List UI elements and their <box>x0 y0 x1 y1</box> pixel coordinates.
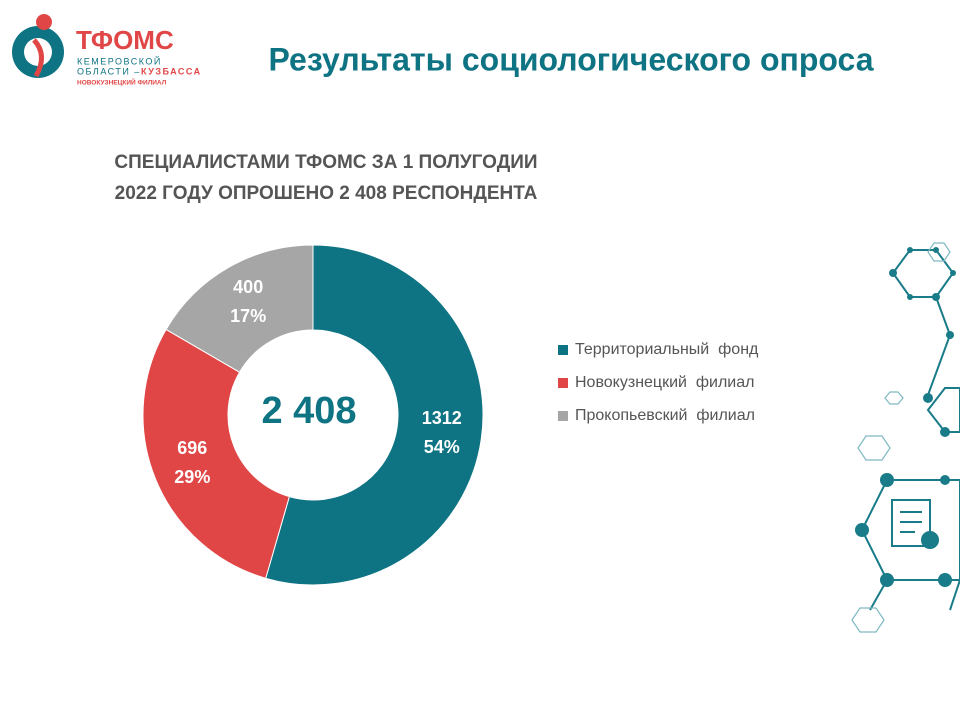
legend-label: Новокузнецкий филиал <box>575 374 754 391</box>
donut-chart: 1312 54% 696 29% 400 17% Территориальный фонд Н… <box>142 244 759 586</box>
logo-text: ОБЛАСТИ – <box>77 66 141 76</box>
donut-slice <box>265 244 484 586</box>
logo-text: НОВОКУЗНЕЦКИЙ ФИЛИАЛ <box>77 78 167 87</box>
data-label: 54% <box>424 437 460 457</box>
donut-slice <box>165 244 314 373</box>
logo-text: КУЗБАССА <box>141 66 202 76</box>
logo-mark <box>36 14 52 30</box>
data-label: 1312 <box>422 408 462 428</box>
logo: ТФОМС КЕМЕРОВСКОЙ ОБЛАСТИ – КУЗБАССА НОВ… <box>12 14 202 87</box>
chart-subtitle: СПЕЦИАЛИСТАМИ ТФОМС ЗА 1 ПОЛУГОДИИ <box>114 152 537 173</box>
donut-slice <box>142 328 290 579</box>
legend-label: Прокопьевский филиал <box>575 407 755 424</box>
logo-text: КЕМЕРОВСКОЙ <box>77 55 162 66</box>
decoration <box>851 242 960 633</box>
data-label: 17% <box>230 306 266 326</box>
legend-swatch <box>558 378 568 388</box>
slide-title: Результаты социологического опроса <box>268 41 873 77</box>
data-label: 400 <box>233 277 263 297</box>
legend-swatch <box>558 411 568 421</box>
legend-label: Территориальный фонд <box>575 341 759 358</box>
center-label: 2 408 <box>261 390 356 432</box>
logo-mark <box>32 38 44 78</box>
logo-mark <box>24 38 52 66</box>
data-label: 696 <box>177 438 207 458</box>
legend-swatch <box>558 345 568 355</box>
logo-name: ТФОМС <box>76 25 174 55</box>
data-label: 29% <box>174 467 210 487</box>
chart-subtitle: 2022 ГОДУ ОПРОШЕНО 2 408 РЕСПОНДЕНТА <box>115 183 538 204</box>
